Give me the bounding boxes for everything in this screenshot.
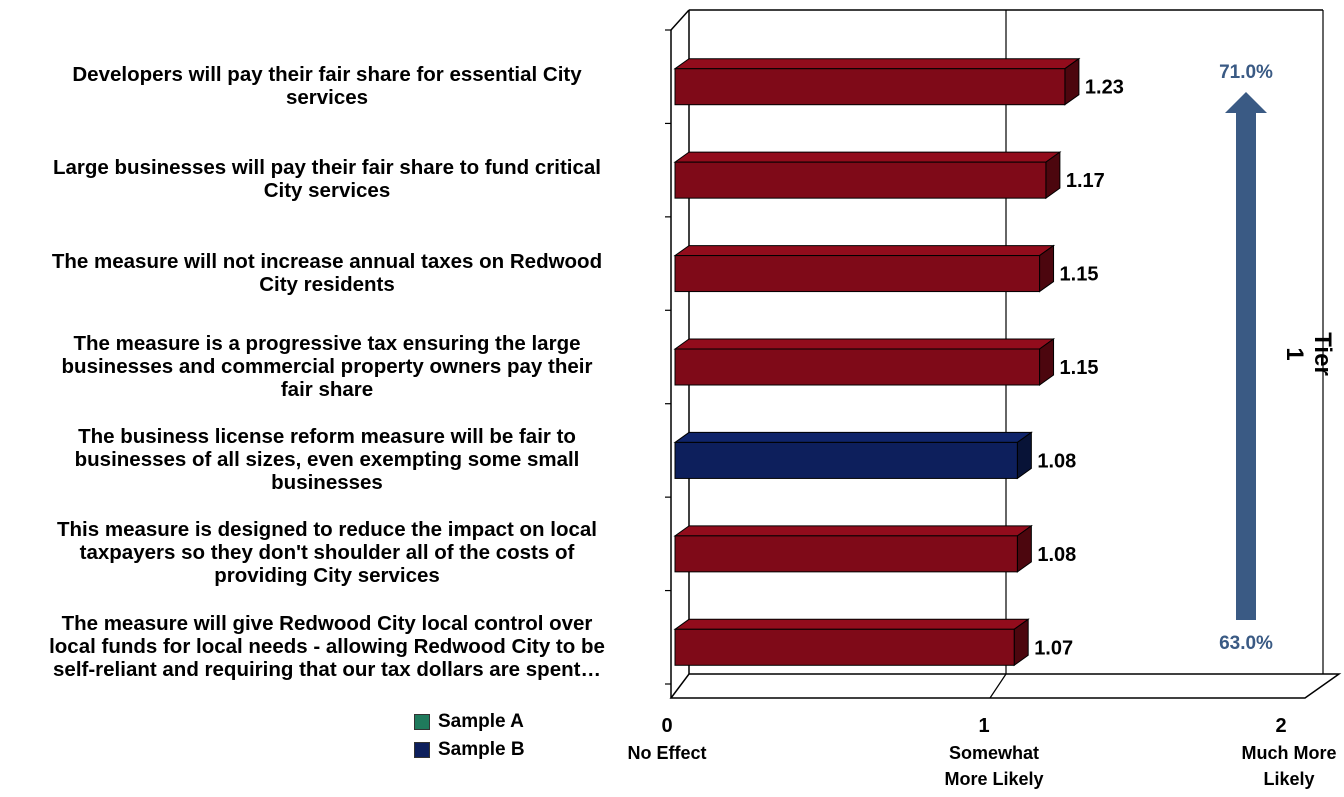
floor <box>669 673 1342 699</box>
bar-6 <box>674 628 1015 666</box>
data-label-5: 1.08 <box>1037 544 1076 566</box>
category-label-3: The measure is a progressive tax ensurin… <box>61 331 593 401</box>
x-tick-label-1: 1 <box>978 715 989 737</box>
x-axis-caption-0-0: No Effect <box>627 743 706 763</box>
bar-0 <box>674 68 1066 106</box>
bar-2 <box>674 255 1041 293</box>
category-label-2: The measure will not increase annual tax… <box>51 249 603 296</box>
data-label-1: 1.17 <box>1066 170 1105 192</box>
arrow-head <box>1225 92 1267 113</box>
legend-item-sample-b: Sample B <box>414 739 525 761</box>
x-axis-caption-1-1: More Likely <box>944 769 1043 789</box>
category-label-5: This measure is designed to reduce the i… <box>57 518 597 588</box>
x-axis-caption-2-1: Likely <box>1263 769 1314 789</box>
x-axis-caption-1-0: Somewhat <box>949 743 1039 763</box>
data-label-4: 1.08 <box>1037 450 1076 472</box>
x-tick-label-2: 2 <box>1275 715 1286 737</box>
bar-top-2 <box>673 245 1056 257</box>
arrow-shaft <box>1236 110 1256 620</box>
category-label-0: Developers will pay their fair share for… <box>72 62 582 109</box>
data-label-6: 1.07 <box>1034 637 1073 659</box>
tier-label: Tier 1 <box>1281 332 1336 376</box>
arrow-bottom-label: 63.0% <box>1219 633 1273 654</box>
bar-3 <box>674 348 1041 386</box>
bar-top-3 <box>673 338 1056 350</box>
bar-1 <box>674 161 1047 199</box>
floor-grid-1 <box>989 673 1007 699</box>
category-label-6: The measure will give Redwood City local… <box>49 611 605 681</box>
x-axis-caption-2-0: Much More <box>1241 743 1336 763</box>
legend-swatch-sample-a <box>414 714 430 730</box>
bar-top-5 <box>673 525 1033 537</box>
legend-swatch-sample-b <box>414 742 430 758</box>
bar-top-6 <box>673 618 1030 630</box>
legend-item-sample-a: Sample A <box>414 711 524 733</box>
category-label-4: The business license reform measure will… <box>74 424 580 494</box>
bar-top-0 <box>673 58 1081 70</box>
data-label-0: 1.23 <box>1085 77 1124 99</box>
wall-top-edge <box>670 9 690 31</box>
legend-label-sample-a: Sample A <box>438 711 524 732</box>
bar-top-4 <box>673 431 1033 443</box>
bar-4 <box>674 441 1018 479</box>
bar-top-1 <box>673 151 1062 163</box>
x-tick-label-0: 0 <box>661 715 672 737</box>
legend-label-sample-b: Sample B <box>438 739 525 760</box>
data-label-2: 1.15 <box>1060 264 1099 286</box>
bar-5 <box>674 535 1018 573</box>
category-label-1: Large businesses will pay their fair sha… <box>53 156 601 203</box>
data-label-3: 1.15 <box>1060 357 1099 379</box>
arrow-top-label: 71.0% <box>1219 62 1273 83</box>
